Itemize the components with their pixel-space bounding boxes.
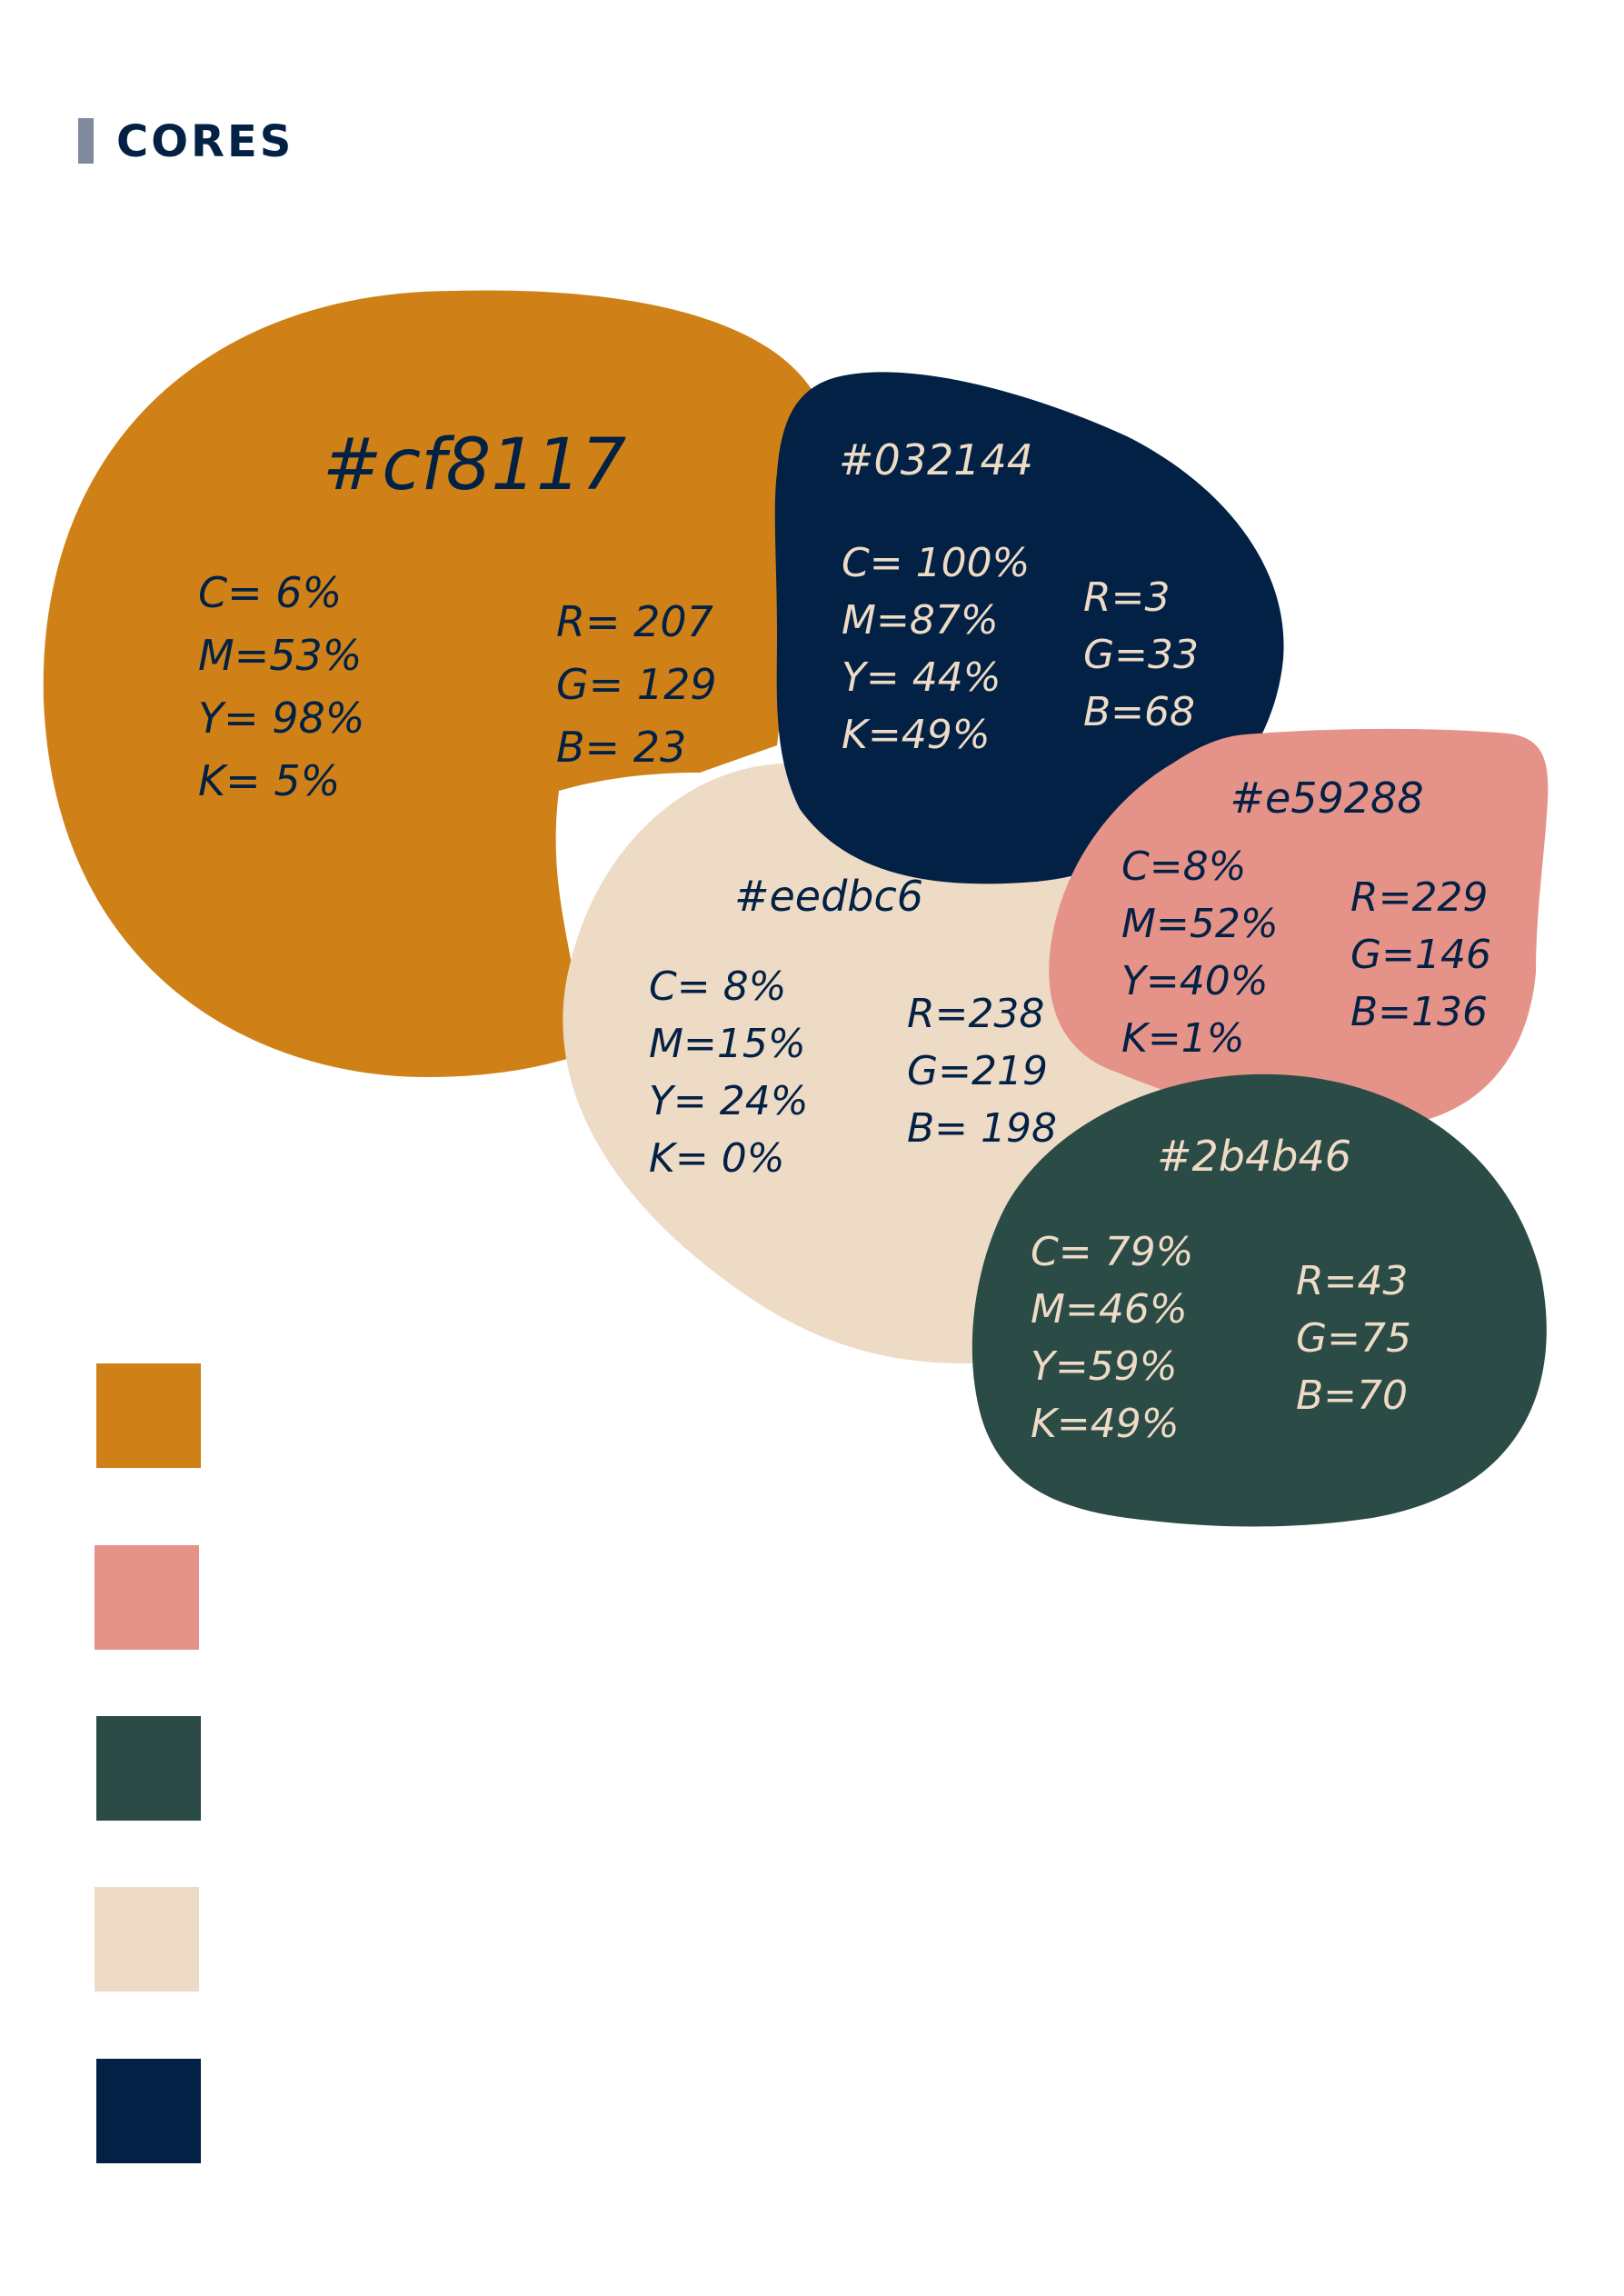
rgb-line: B= 23 [556,723,686,772]
header-accent-bar [78,118,94,164]
cmyk-line: C= 6% [198,568,342,617]
cmyk-line: K=49% [842,712,991,758]
color-hex-label: #cf8117 [323,424,626,506]
color-blobs: #cf8117 C= 6% M=53% Y= 98% K= 5% R= 207 … [43,290,1549,1527]
blob-shape [774,372,1284,884]
rgb-line: R= 207 [556,597,713,646]
cmyk-line: K= 5% [198,756,340,805]
cmyk-line: M=15% [649,1021,806,1067]
cmyk-line: Y=40% [1121,958,1269,1004]
cmyk-line: Y=59% [1031,1343,1178,1390]
cmyk-line: Y= 98% [198,694,365,743]
page-title: CORES [116,116,294,167]
color-hex-label: #032144 [839,435,1033,484]
rgb-line: G=219 [907,1048,1048,1094]
color-hex-label: #2b4b46 [1157,1132,1351,1181]
color-hex-label: #eedbc6 [734,872,923,921]
rgb-line: R=3 [1083,574,1170,621]
rgb-line: G=33 [1083,632,1199,678]
cmyk-line: Y= 44% [842,654,1001,701]
color-swatch-pink [95,1545,199,1650]
rgb-line: B=70 [1296,1373,1408,1419]
rgb-line: G=75 [1296,1315,1411,1362]
cmyk-line: M=87% [842,597,999,644]
rgb-line: R=238 [907,991,1044,1037]
rgb-line: B=136 [1350,989,1488,1035]
rgb-line: B= 198 [907,1105,1057,1152]
blob-shape [43,290,819,1077]
rgb-line: R=43 [1296,1258,1408,1304]
color-blob-orange: #cf8117 C= 6% M=53% Y= 98% K= 5% R= 207 … [43,290,819,1077]
rgb-line: G= 129 [556,660,717,709]
color-swatch-beige [95,1887,199,1992]
blob-shape [971,1073,1547,1527]
cmyk-line: M=52% [1121,901,1279,947]
color-swatch-navy [96,2059,201,2163]
cmyk-line: C=8% [1121,844,1246,890]
cmyk-line: Y= 24% [649,1078,809,1124]
rgb-line: R=229 [1350,874,1488,921]
cmyk-line: C= 100% [842,540,1030,586]
color-blob-pink: #e59288 C=8% M=52% Y=40% K=1% R=229 G=14… [1049,728,1549,1127]
cmyk-line: K= 0% [649,1135,785,1182]
color-swatch-green [96,1716,201,1821]
color-blob-green: #2b4b46 C= 79% M=46% Y=59% K=49% R=43 G=… [971,1073,1547,1527]
cmyk-line: K=49% [1031,1401,1180,1447]
cmyk-line: K=1% [1121,1015,1245,1062]
color-blob-navy: #032144 C= 100% M=87% Y= 44% K=49% R=3 G… [774,372,1284,884]
color-hex-label: #e59288 [1230,774,1423,823]
rgb-line: B=68 [1083,689,1195,735]
cmyk-line: C= 8% [649,963,786,1010]
color-swatch-orange [96,1363,201,1468]
blob-shape [1049,728,1549,1127]
cmyk-line: M=53% [198,631,362,680]
rgb-line: G=146 [1350,932,1491,978]
cmyk-line: M=46% [1031,1286,1188,1333]
cmyk-line: C= 79% [1031,1229,1193,1275]
